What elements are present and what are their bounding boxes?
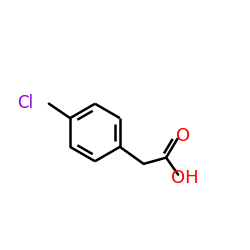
Text: Cl: Cl xyxy=(17,94,33,112)
Text: O: O xyxy=(176,128,190,146)
Text: OH: OH xyxy=(171,168,199,186)
